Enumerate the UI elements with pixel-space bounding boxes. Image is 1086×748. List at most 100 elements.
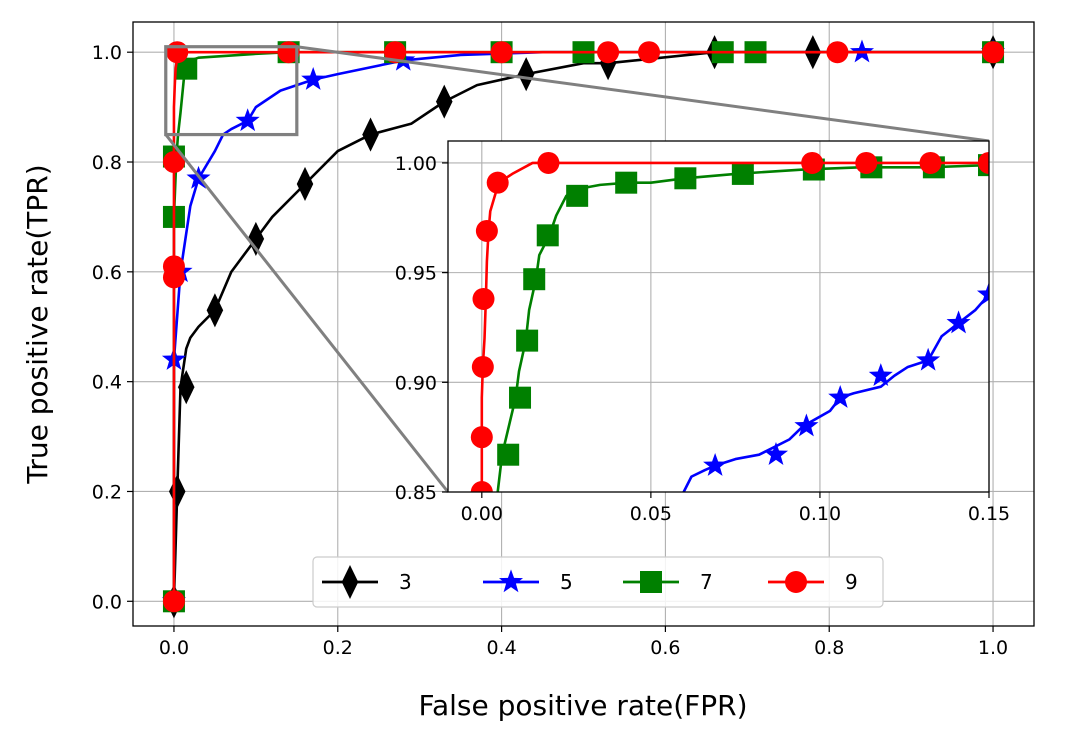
inset-marker-9 [919,151,942,174]
inset-y-tick-label: 0.95 [395,263,437,285]
main-marker-5 [301,67,326,90]
main-marker-3 [247,221,265,256]
main-marker-9 [982,41,1005,64]
main-marker-3 [168,474,186,509]
inset-background [448,141,989,492]
main-marker-5 [235,108,260,132]
main-marker-9 [490,41,513,64]
main-marker-9 [384,41,407,64]
inset-marker-9 [855,151,878,174]
inset-marker-7 [536,224,559,247]
legend-label-7: 7 [700,570,713,594]
main-y-tick-label: 0.4 [92,372,122,394]
legend: 3 5 7 9 [312,556,884,608]
inset-y-tick-label: 0.85 [395,482,437,504]
inset-marker-5 [976,281,989,305]
inset-marker-9 [470,481,493,492]
inset-series-5 [682,281,989,492]
inset-x-tick-label: 0.15 [968,503,1010,525]
main-y-tick-label: 0.8 [92,152,122,174]
legend-marker-7 [640,571,662,593]
main-marker-9 [638,41,661,64]
main-y-tick-label: 0.2 [92,481,122,503]
main-marker-9 [597,41,620,64]
main-marker-3 [296,166,314,202]
legend-marker-5 [498,569,524,593]
inset-y-tick-label: 1.00 [395,153,437,175]
legend-entry-3: 3 [322,564,412,600]
legend-marker-3 [341,564,359,600]
inset-marker-5 [916,347,941,371]
inset-marker-9 [470,426,493,449]
inset-marker-9 [472,287,495,310]
inset-plot-area [470,151,989,492]
inset-marker-9 [978,151,989,174]
legend-label-9: 9 [845,570,858,594]
inset-axes: 0.00 0.05 0.10 0.15 0.85 0.90 0.95 1.00 [395,140,1010,525]
legend-entry-7: 7 [623,570,713,594]
inset-y-tick-label: 0.90 [395,372,437,394]
main-marker-9 [162,151,185,174]
inset-marker-5 [946,310,971,334]
main-y-tick-label: 1.0 [92,42,122,64]
inset-marker-5 [763,442,789,465]
main-marker-9 [826,41,849,64]
main-marker-3 [177,370,195,405]
inset-x-tick-label: 0.00 [461,503,503,525]
inset-marker-7 [731,162,754,185]
inset-marker-7 [523,268,546,291]
main-y-tick-label: 0.0 [92,591,122,613]
inset-marker-7 [509,386,532,409]
x-axis-title: False positive rate(FPR) [418,689,747,722]
legend-label-5: 5 [560,570,573,594]
main-x-tick-label: 0.6 [650,637,680,659]
inset-marker-5 [868,363,893,386]
main-ticks: 0.0 0.2 0.4 0.6 0.8 1.0 0.0 0.2 0.4 0.6 0.8 1.0 [92,42,1008,659]
inset-marker-9 [801,151,824,174]
inset-marker-7 [674,167,697,190]
inset-series-9 [470,151,989,492]
main-x-tick-label: 1.0 [978,637,1008,659]
inset-ticks: 0.00 0.05 0.10 0.15 0.85 0.90 0.95 1.00 [395,153,1010,525]
main-x-tick-label: 0.2 [323,637,353,659]
inset-marker-9 [486,171,509,194]
main-line-3 [172,50,995,603]
y-axis-title: True positive rate(TPR) [21,164,54,484]
inset-marker-9 [471,355,494,378]
inset-frame [447,140,990,493]
inset-marker-5 [794,413,819,437]
main-x-tick-label: 0.8 [814,637,844,659]
legend-entry-5: 5 [483,569,573,594]
main-marker-7 [175,57,198,80]
legend-marker-9 [785,571,807,593]
main-axes-frame [132,21,1035,627]
inset-marker-7 [566,184,589,207]
main-marker-3 [206,293,224,328]
main-marker-9 [162,590,185,613]
inset-x-tick-label: 0.05 [630,503,672,525]
inset-marker-5 [828,385,853,408]
main-x-tick-label: 0.0 [159,637,189,659]
legend-box [312,556,884,608]
main-marker-9 [162,255,185,278]
inset-marker-7 [615,171,638,194]
zoom-box [164,45,299,137]
legend-label-3: 3 [399,570,412,594]
inset-x-tick-label: 0.10 [799,503,841,525]
inset-marker-7 [497,443,520,466]
inset-marker-9 [475,219,498,242]
zoom-indicator [164,45,990,493]
main-y-tick-label: 0.6 [92,262,122,284]
zoom-connector-line [164,133,450,493]
zoom-connector-line [296,45,990,143]
inset-line-7 [496,163,989,492]
inset-marker-5 [703,453,728,476]
inset-marker-7 [516,329,539,352]
main-marker-3 [436,84,453,119]
main-x-tick-label: 0.4 [486,637,516,659]
main-marker-3 [362,117,379,152]
main-marker-9 [166,41,189,64]
legend-entry-9: 9 [768,570,858,594]
